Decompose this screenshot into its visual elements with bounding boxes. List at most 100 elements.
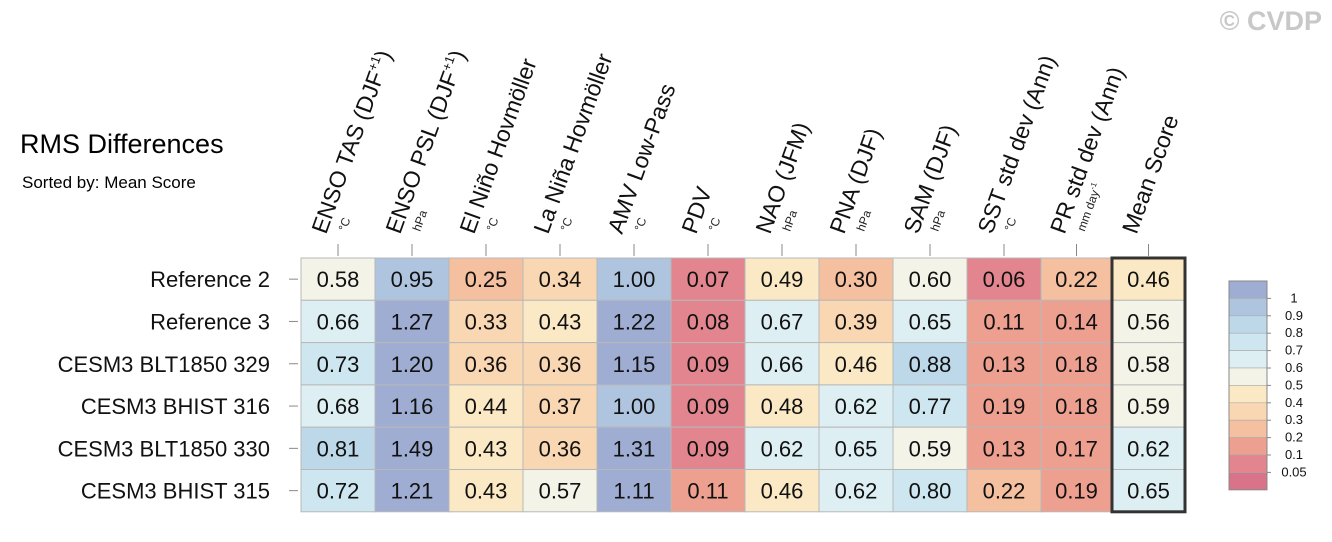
chart-title: RMS Differences [20,129,224,159]
column-unit: hPa [928,208,949,233]
heatmap-cell [966,469,1042,513]
colorbar-label: 0.6 [1285,360,1303,375]
cell-value: 0.46 [835,352,878,377]
column-unit: °C [484,215,502,233]
colorbar-swatch [1228,280,1268,299]
cell-value: 0.09 [687,436,730,461]
cell-value: 0.62 [761,436,804,461]
cell-value: 0.25 [465,267,508,292]
cell-value: 0.06 [983,267,1026,292]
heatmap-cell [1040,299,1113,344]
heatmap-cell [744,299,820,344]
cell-value: 0.19 [1055,479,1098,504]
heatmap-cell [596,257,672,301]
column-label: La Niña Hovmöller [528,50,617,237]
cell-value: 0.11 [983,309,1024,334]
heatmap-cell [670,299,746,344]
heatmap-cell [374,257,450,301]
cell-value: 0.43 [465,436,508,461]
cell-value: 0.30 [835,267,878,292]
colorbar-label: 1 [1290,290,1297,305]
cell-value: 1.22 [613,309,656,334]
colorbar-swatch [1228,472,1268,491]
cell-value: 0.36 [539,352,582,377]
heatmap-cell [1040,426,1113,471]
cell-value: 0.48 [761,394,804,419]
column-unit: °C [336,215,354,233]
watermark: © CVDP [1219,6,1322,36]
cell-value: 0.22 [1055,267,1098,292]
heatmap-cell [374,384,450,428]
column-unit: hPa [780,208,801,233]
heatmap-cell [892,342,968,386]
cell-value: 0.49 [761,267,804,292]
cell-value: 0.37 [539,394,582,419]
cell-value: 0.14 [1055,309,1098,334]
column-label: El Niño Hovmöller [454,55,541,237]
cell-value: 0.17 [1055,436,1098,461]
heatmap-cell [596,384,672,428]
heatmap-cell [300,469,376,513]
cell-value: 0.59 [1127,394,1170,419]
cell-value: 0.33 [465,309,508,334]
heatmap-cell [966,384,1042,428]
cell-value: 0.57 [539,479,582,504]
heatmap-cell [1111,257,1186,301]
colorbar-swatch [1228,315,1268,334]
cell-value: 0.08 [687,309,730,334]
colorbar-swatch [1228,402,1268,421]
cell-value: 0.62 [1127,436,1170,461]
cell-value: 0.18 [1055,394,1098,419]
heatmap-cell [448,384,524,428]
heatmap-cell [1040,384,1113,428]
column-unit: °C [632,215,650,233]
heatmap-cell [522,342,598,386]
cell-value: 0.66 [317,309,360,334]
cell-value: 0.58 [317,267,360,292]
heatmap-cell [966,426,1042,471]
heatmap-cell [744,384,820,428]
cell-value: 0.80 [909,479,952,504]
colorbar-swatch [1228,454,1268,473]
colorbar-label: 0.05 [1281,464,1306,479]
heatmap-cell [374,469,450,513]
heatmap-cell [966,257,1042,301]
column-label: Mean Score [1117,111,1184,236]
cell-value: 1.15 [613,352,656,377]
heatmap-cell [1111,426,1186,471]
cell-value: 0.65 [909,309,952,334]
heatmap-cell [522,257,598,301]
colorbar-swatch [1228,367,1268,386]
colorbar-label: 0.8 [1285,325,1303,340]
colorbar-label: 0.5 [1285,377,1303,392]
mean-score-frame [1110,256,1187,514]
colorbar-label: 0.3 [1285,412,1303,427]
cell-value: 0.43 [465,479,508,504]
row-label: Reference 3 [150,309,270,334]
cell-value: 0.44 [465,394,508,419]
row-label: CESM3 BHIST 315 [81,479,270,504]
cell-value: 0.36 [465,352,508,377]
heatmap-cell [818,469,894,513]
colorbar-swatch [1228,419,1268,438]
cell-value: 0.60 [909,267,952,292]
cell-value: 0.88 [909,352,952,377]
heatmap-cell [522,426,598,471]
heatmap-cell [300,426,376,471]
column-unit: hPa [854,208,875,233]
column-unit: °C [1002,215,1020,233]
row-label: CESM3 BLT1850 330 [58,436,270,461]
heatmap-cell [596,299,672,344]
heatmap-cell [818,426,894,471]
cell-value: 1.31 [613,436,656,461]
cell-value: 0.39 [835,309,878,334]
column-label: ENSO PSL (DJF+1) [380,47,470,237]
cell-value: 0.72 [317,479,360,504]
column-label: SST std dev (Ann) [972,52,1061,237]
cell-value: 0.95 [391,267,434,292]
cell-value: 0.65 [835,436,878,461]
colorbar-swatch [1228,332,1268,351]
column-unit: hPa [410,208,431,233]
chart-subtitle: Sorted by: Mean Score [22,173,196,192]
